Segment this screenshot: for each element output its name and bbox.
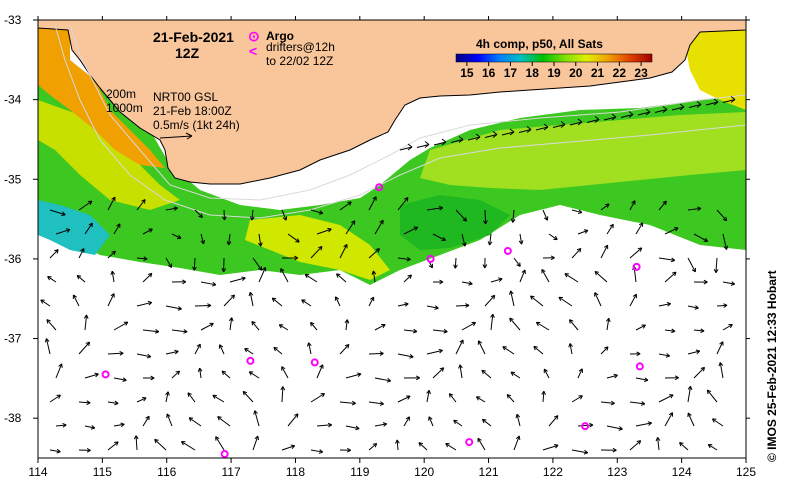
- drifter-legend-line1: drifters@12h: [266, 40, 335, 54]
- x-tick-label: 114: [28, 465, 47, 479]
- y-tick-label: -37: [4, 332, 22, 346]
- colorbar-tick-label: 18: [526, 66, 540, 80]
- credit-label: © IMOS 25-Feb-2021 12:33 Hobart: [765, 270, 779, 462]
- colorbar-tick-label: 15: [460, 66, 474, 80]
- y-tick-label: -34: [4, 93, 22, 107]
- x-tick-label: 119: [350, 465, 369, 479]
- colorbar-title: 4h comp, p50, All Sats: [476, 37, 603, 51]
- colorbar-tick-label: 20: [569, 66, 583, 80]
- drifter-legend-line2: to 22/02 12Z: [266, 54, 333, 68]
- x-tick-label: 120: [414, 465, 434, 479]
- drifter-legend-icon: <: [249, 43, 257, 59]
- y-tick-label: -36: [4, 252, 22, 266]
- map-date: 21-Feb-2021: [153, 29, 234, 45]
- colorbar-tick-label: 16: [482, 66, 496, 80]
- x-tick-label: 116: [157, 465, 176, 479]
- y-tick-label: -33: [4, 13, 22, 27]
- x-tick-label: 117: [222, 465, 241, 479]
- colorbar-tick-label: 17: [504, 66, 518, 80]
- x-tick-label: 125: [736, 465, 756, 479]
- x-tick-label: 122: [543, 465, 563, 479]
- map-hour: 12Z: [175, 45, 200, 61]
- x-tick-label: 118: [286, 465, 305, 479]
- y-tick-label: -38: [4, 411, 22, 425]
- x-tick-label: 123: [607, 465, 627, 479]
- x-tick-label: 115: [93, 465, 112, 479]
- argo-legend-icon: ⊙: [248, 28, 260, 44]
- y-tick-label: -35: [4, 172, 22, 186]
- colorbar-tick-label: 19: [547, 66, 561, 80]
- current-source-label: NRT00 GSL: [153, 90, 218, 104]
- depth-label-200m: 200m: [106, 87, 136, 101]
- colorbar-tick-label: 22: [613, 66, 627, 80]
- colorbar-tick-label: 21: [591, 66, 605, 80]
- depth-label-1000m: 1000m: [106, 101, 143, 115]
- current-time-label: 21-Feb 18:00Z: [153, 104, 232, 118]
- current-scale-label: 0.5m/s (1kt 24h): [153, 118, 240, 132]
- colorbar-bar: [456, 54, 652, 62]
- colorbar-tick-label: 23: [634, 66, 648, 80]
- x-tick-label: 121: [479, 465, 499, 479]
- x-tick-label: 124: [672, 465, 692, 479]
